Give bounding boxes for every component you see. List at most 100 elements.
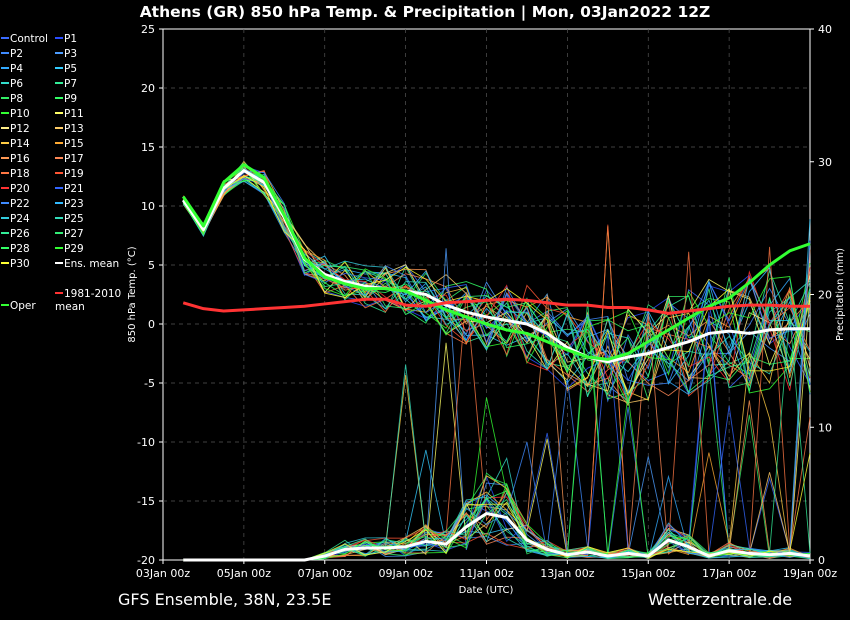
legend-swatch (55, 217, 63, 219)
legend-label: P5 (64, 63, 78, 75)
legend-swatch (55, 232, 63, 234)
legend-label: P22 (10, 198, 30, 210)
legend-item-ens-mean: Ens. mean (55, 258, 119, 271)
legend-item-p7: P7 (55, 78, 77, 91)
y2-tick-label: 20 (818, 289, 832, 302)
legend-swatch (1, 142, 9, 144)
legend-label: P18 (10, 168, 30, 180)
legend-swatch (55, 247, 63, 249)
member-temp-line-p26 (182, 169, 811, 396)
legend-item-p26: P26 (1, 228, 30, 241)
legend-label: P4 (10, 63, 24, 75)
legend-label: P6 (10, 78, 24, 90)
legend-item-p9: P9 (55, 93, 77, 106)
legend-label: P27 (64, 228, 84, 240)
legend-swatch (1, 127, 9, 129)
y-tick-label: -10 (137, 436, 155, 449)
legend-label: P23 (64, 198, 84, 210)
legend-item-p18: P18 (1, 168, 30, 181)
legend-item-p28: P28 (1, 243, 30, 256)
x-tick-label: 11Jan 00z (459, 567, 513, 580)
y-tick-label: 5 (148, 259, 155, 272)
legend-item-p27: P27 (55, 228, 84, 241)
legend-item-p6: P6 (1, 78, 23, 91)
y-tick-label: 15 (141, 141, 155, 154)
legend-label: P24 (10, 213, 30, 225)
legend-swatch (1, 247, 9, 249)
legend-swatch (1, 37, 9, 39)
legend-label: P2 (10, 48, 24, 60)
legend-item-p30: P30 (1, 258, 30, 271)
legend-item-p23: P23 (55, 198, 84, 211)
x-tick-label: 17Jan 00z (702, 567, 756, 580)
legend-label: P20 (10, 183, 30, 195)
legend-item-p22: P22 (1, 198, 30, 211)
legend-item-p20: P20 (1, 183, 30, 196)
model-location-label: GFS Ensemble, 38N, 23.5E (118, 590, 332, 609)
legend-label: P25 (64, 213, 84, 225)
legend-swatch (55, 292, 63, 294)
y-tick-label: -20 (137, 554, 155, 567)
legend-swatch (1, 112, 9, 114)
legend-item-p1: P1 (55, 33, 77, 46)
legend-swatch (55, 142, 63, 144)
legend-label: P19 (64, 168, 84, 180)
legend-item-p24: P24 (1, 213, 30, 226)
legend-item-p25: P25 (55, 213, 84, 226)
legend-swatch (1, 172, 9, 174)
legend-item-p11: P11 (55, 108, 84, 121)
legend-item-p8: P8 (1, 93, 23, 106)
y2-axis-label: Precipitation (mm) (835, 248, 846, 341)
legend-swatch (55, 97, 63, 99)
y-axis-label: 850 hPa Temp. (°C) (127, 246, 138, 342)
legend-item-p10: P10 (1, 108, 30, 121)
y-tick-label: -5 (144, 377, 155, 390)
legend-item-p19: P19 (55, 168, 84, 181)
y-tick-label: 0 (148, 318, 155, 331)
climate-mean-line (182, 297, 810, 315)
legend-swatch (1, 97, 9, 99)
legend-label: P26 (10, 228, 30, 240)
legend-swatch (55, 187, 63, 189)
legend-label: P29 (64, 243, 84, 255)
x-tick-label: 05Jan 00z (217, 567, 271, 580)
y2-tick-label: 10 (818, 421, 832, 434)
legend-swatch (55, 202, 63, 204)
legend-label: P7 (64, 78, 78, 90)
legend-label: P11 (64, 108, 84, 120)
member-temp-line-p30 (182, 175, 811, 398)
x-tick-label: 19Jan 00z (783, 567, 837, 580)
legend-swatch (1, 232, 9, 234)
legend-swatch (55, 112, 63, 114)
legend-swatch (1, 187, 9, 189)
source-watermark: Wetterzentrale.de (648, 590, 793, 609)
legend-item-p21: P21 (55, 183, 84, 196)
x-tick-label: 07Jan 00z (298, 567, 352, 580)
legend-label: Ens. mean (64, 258, 120, 270)
legend-swatch (55, 127, 63, 129)
legend-swatch (55, 67, 63, 69)
y2-tick-label: 0 (818, 554, 825, 567)
legend-item-p15: P15 (55, 138, 84, 151)
y-tick-label: 20 (141, 82, 155, 95)
legend-swatch (1, 202, 9, 204)
x-tick-label: 03Jan 00z (136, 567, 190, 580)
legend-swatch (1, 82, 9, 84)
legend-label: P16 (10, 153, 30, 165)
legend-label: P14 (10, 138, 30, 150)
y2-tick-label: 30 (818, 156, 832, 169)
legend-swatch (1, 67, 9, 69)
y-tick-label: 25 (141, 23, 155, 36)
y-tick-label: 10 (141, 200, 155, 213)
legend-swatch (1, 217, 9, 219)
legend-label: P3 (64, 48, 78, 60)
legend-item-oper: Oper (1, 300, 36, 313)
x-tick-label: 15Jan 00z (621, 567, 675, 580)
legend-label: Oper (10, 300, 36, 312)
legend-item-p13: P13 (55, 123, 84, 136)
legend-label: P21 (64, 183, 84, 195)
legend-label: P28 (10, 243, 30, 255)
legend-swatch (55, 52, 63, 54)
member-temp-line-p28 (182, 178, 811, 393)
